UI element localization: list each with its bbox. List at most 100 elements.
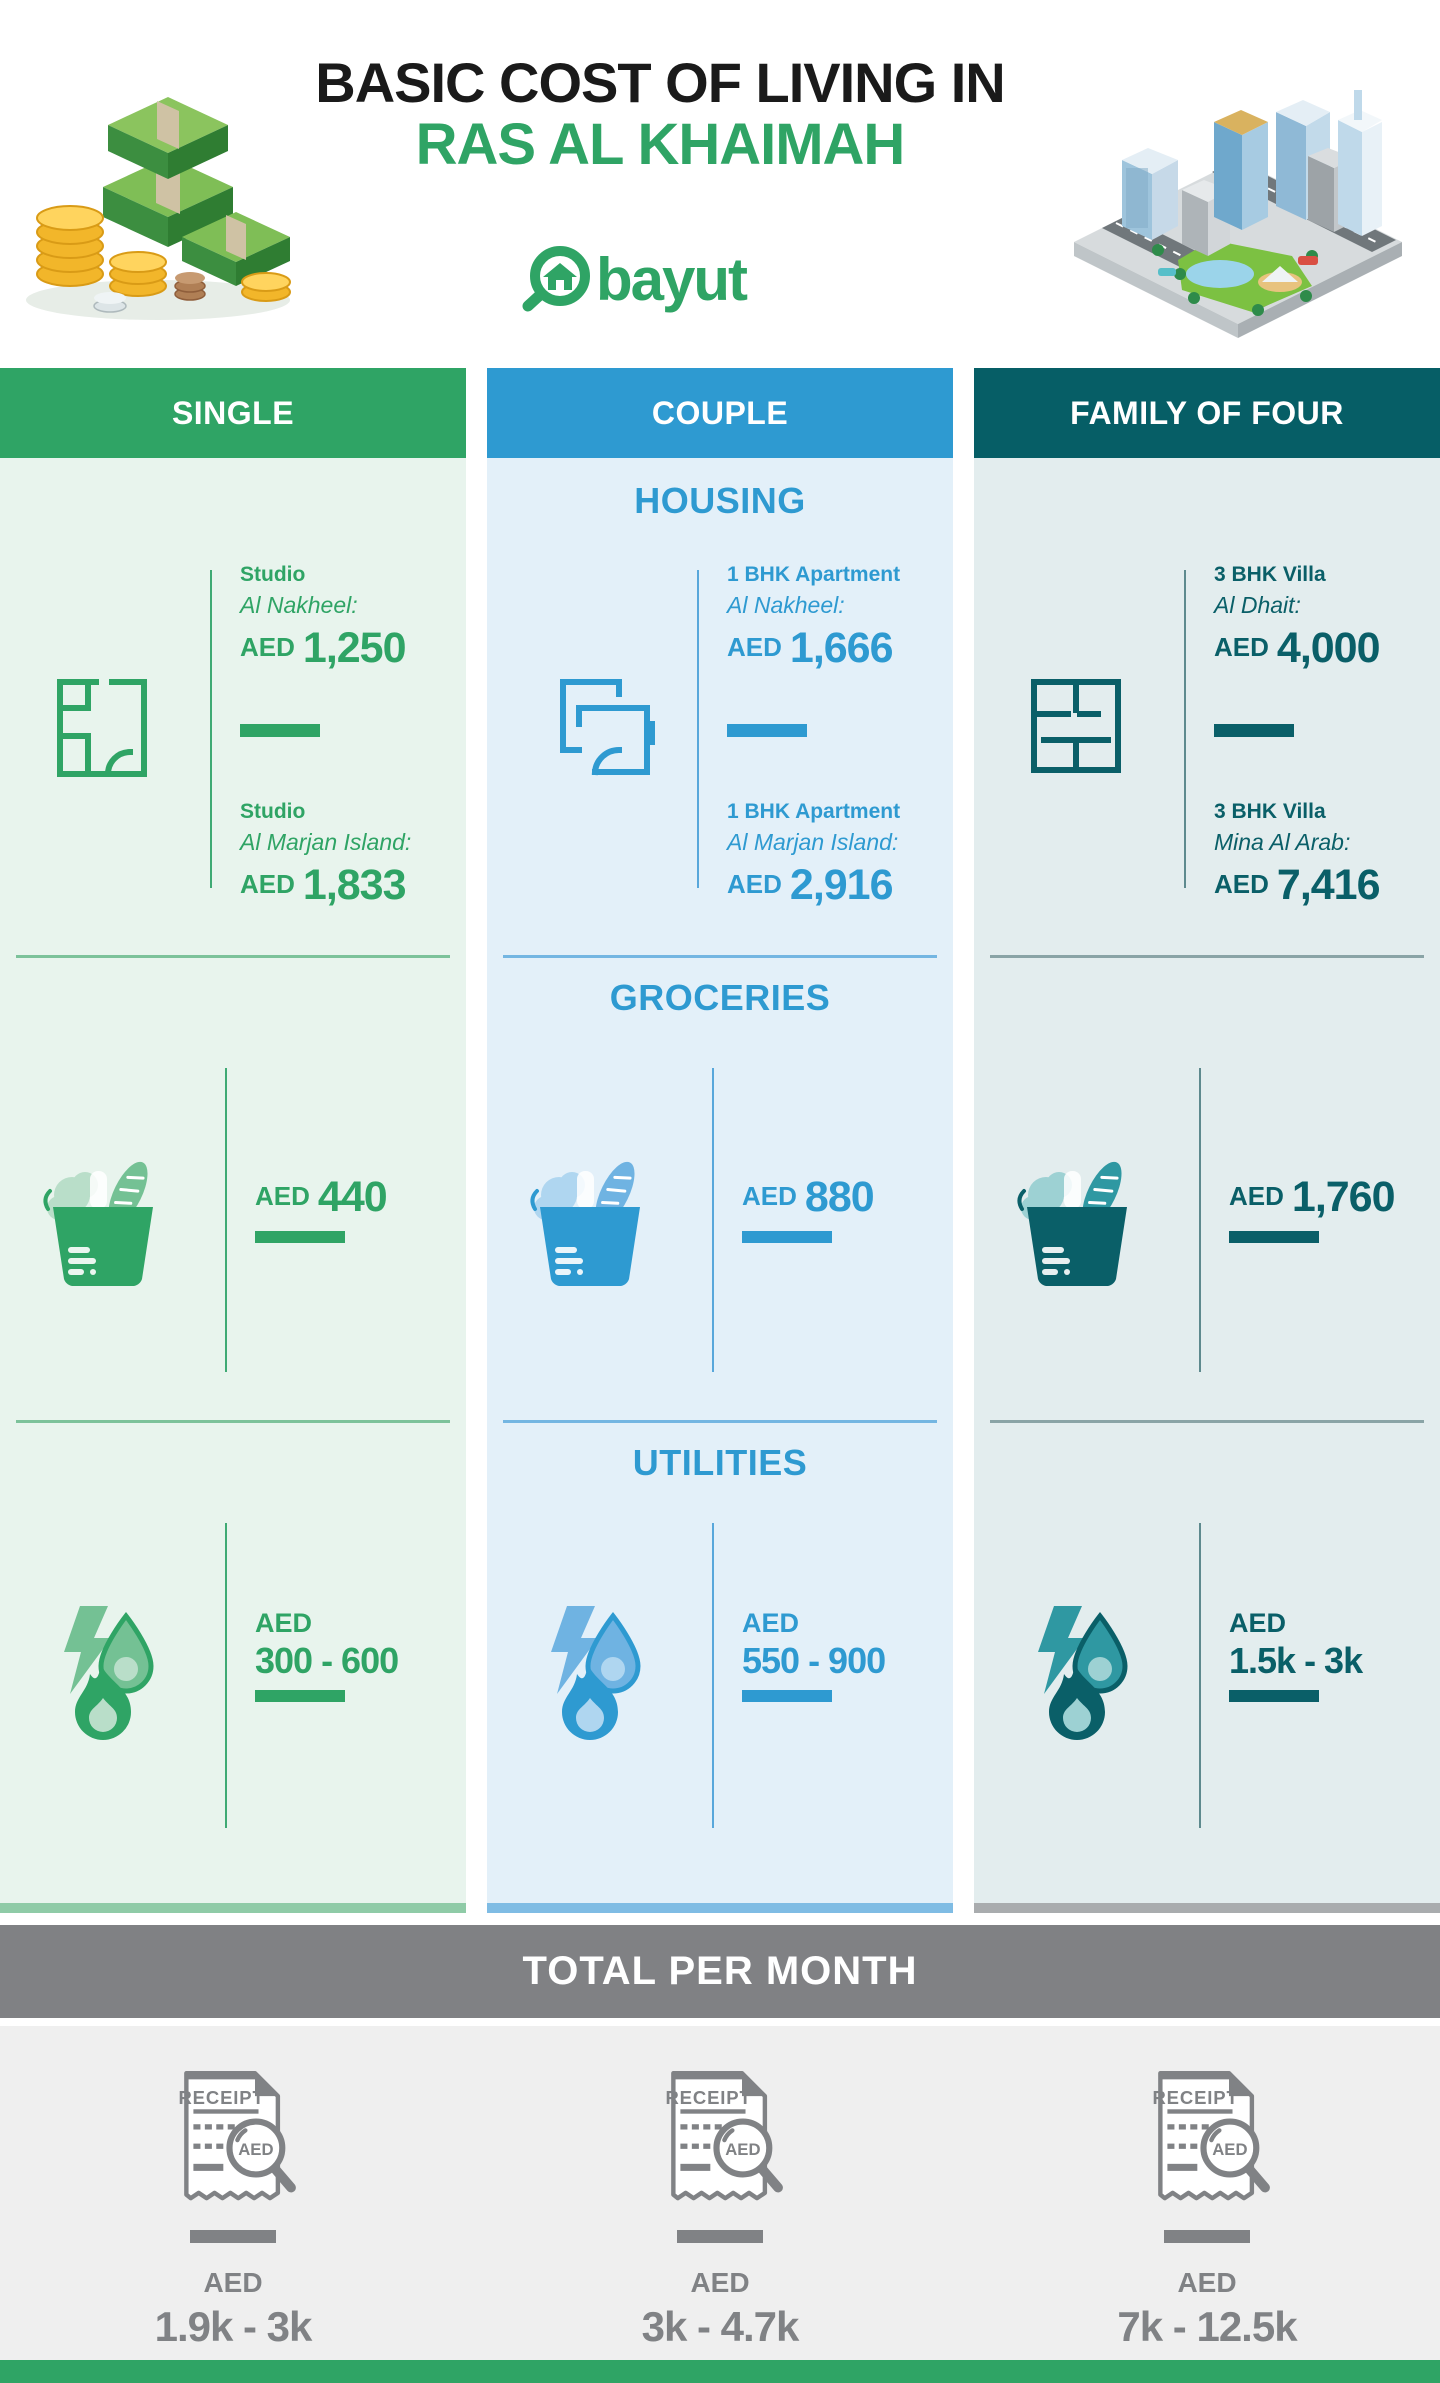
receipt-icon: RECEIPT AED bbox=[487, 2062, 953, 2212]
dash-divider bbox=[727, 724, 807, 737]
vertical-divider bbox=[712, 1068, 714, 1372]
housing-item-location: Al Dhait: bbox=[1214, 592, 1301, 618]
brand-logo: bayut bbox=[250, 242, 1070, 318]
utilities-price: AED 1.5k - 3k bbox=[1229, 1608, 1363, 1702]
utilities-price: AED 300 - 600 bbox=[255, 1608, 399, 1702]
currency-label: AED bbox=[1229, 1181, 1284, 1211]
receipt-base-bar bbox=[677, 2230, 763, 2243]
housing-item-location: Al Marjan Island: bbox=[727, 829, 899, 855]
currency-label: AED bbox=[255, 1181, 310, 1211]
svg-text:bayut: bayut bbox=[596, 246, 748, 313]
underline-bar bbox=[742, 1231, 832, 1243]
svg-text:AED: AED bbox=[725, 2140, 760, 2159]
housing-item-price: AED 2,916 bbox=[727, 861, 900, 911]
utilities-icon bbox=[551, 1606, 641, 1740]
total-banner: TOTAL PER MONTH bbox=[0, 1925, 1440, 2018]
housing-section-title: HOUSING bbox=[634, 480, 806, 521]
price-value: 2,916 bbox=[789, 861, 894, 909]
currency-label: AED bbox=[690, 2267, 750, 2298]
header-titles: BASIC COST OF LIVING IN RAS AL KHAIMAH bbox=[250, 52, 1070, 176]
column-footer-bar bbox=[0, 1903, 466, 1913]
grocery-bag-icon bbox=[530, 1161, 640, 1287]
column-single: SINGLE Studio Al Nakheel: AED 1,250 Studi… bbox=[0, 368, 466, 1913]
price-range: 1.5k - 3k bbox=[1229, 1640, 1363, 1681]
housing-item-price: AED 7,416 bbox=[1214, 861, 1381, 911]
housing-item-type: 1 BHK Apartment bbox=[727, 563, 901, 586]
column-header-family: FAMILY OF FOUR bbox=[974, 368, 1440, 458]
vertical-divider bbox=[1184, 570, 1186, 888]
price-value: 440 bbox=[317, 1173, 388, 1221]
dash-divider bbox=[240, 724, 320, 737]
currency-label: AED bbox=[1214, 869, 1269, 899]
svg-text:RECEIPT: RECEIPT bbox=[1152, 2087, 1238, 2108]
utilities-icon bbox=[64, 1606, 154, 1740]
groceries-price: AED 1,760 bbox=[1229, 1173, 1396, 1222]
utilities-section: AED 1.5k - 3k bbox=[974, 1420, 1440, 1903]
total-range: 1.9k - 3k bbox=[154, 2303, 313, 2350]
column-title: COUPLE bbox=[651, 394, 789, 431]
price-value: 4,000 bbox=[1276, 624, 1381, 672]
housing-item-type: 3 BHK Villa bbox=[1214, 800, 1326, 823]
housing-details: Studio Al Nakheel: AED 1,250 Studio Al Ma… bbox=[240, 562, 411, 911]
column-title: SINGLE bbox=[171, 394, 295, 431]
groceries-section-title: GROCERIES bbox=[609, 977, 831, 1018]
column-title: FAMILY OF FOUR bbox=[1070, 394, 1344, 431]
vertical-divider bbox=[225, 1523, 227, 1828]
vertical-divider bbox=[697, 570, 699, 888]
svg-text:AED: AED bbox=[238, 2140, 273, 2159]
receipt-base-bar bbox=[1164, 2230, 1250, 2243]
currency-label: AED bbox=[742, 1181, 797, 1211]
housing-section: Studio Al Nakheel: AED 1,250 Studio Al Ma… bbox=[0, 458, 466, 955]
utilities-section-title: UTILITIES bbox=[632, 1442, 808, 1483]
housing-details: 1 BHK Apartment Al Nakheel: AED 1,666 1 B… bbox=[727, 562, 900, 911]
price-range: 300 - 600 bbox=[255, 1640, 399, 1681]
underline-bar bbox=[742, 1690, 832, 1702]
housing-item-location: Mina Al Arab: bbox=[1214, 829, 1351, 855]
price-value: 1,833 bbox=[302, 861, 407, 909]
housing-item-price: AED 1,833 bbox=[240, 861, 411, 911]
receipt-icon: RECEIPT AED bbox=[974, 2062, 1440, 2212]
bottom-green-strip bbox=[0, 2360, 1440, 2383]
groceries-price: AED 880 bbox=[742, 1173, 875, 1222]
column-couple: COUPLE HOUSING 1 BHK Apartment Al Nakhee… bbox=[487, 368, 953, 1913]
currency-label: AED bbox=[240, 632, 295, 662]
currency-label: AED bbox=[1229, 1608, 1287, 1638]
total-couple: RECEIPT AED AED 3k - 4.7k bbox=[487, 2026, 953, 2351]
groceries-price: AED 440 bbox=[255, 1173, 388, 1222]
grocery-bag-icon bbox=[1017, 1161, 1127, 1287]
page-title-line1: BASIC COST OF LIVING IN bbox=[315, 51, 1005, 114]
bayut-logo-icon: bayut bbox=[522, 246, 750, 313]
groceries-section: AED 1,760 bbox=[974, 955, 1440, 1420]
currency-label: AED bbox=[203, 2267, 263, 2298]
price-value: 1,250 bbox=[302, 624, 407, 672]
svg-text:RECEIPT: RECEIPT bbox=[178, 2087, 264, 2108]
column-family: FAMILY OF FOUR 3 BHK Villa Al Dhait: AED… bbox=[974, 368, 1440, 1913]
city-illustration bbox=[1074, 90, 1402, 338]
groceries-section: GROCERIES AED 880 bbox=[487, 955, 953, 1420]
currency-label: AED bbox=[742, 1608, 800, 1638]
currency-label: AED bbox=[1177, 2267, 1237, 2298]
housing-item-price: AED 4,000 bbox=[1214, 624, 1381, 674]
price-value: 1,666 bbox=[789, 624, 894, 672]
svg-text:RECEIPT: RECEIPT bbox=[665, 2087, 751, 2108]
column-body-couple: HOUSING 1 BHK Apartment Al Nakheel: AED 1… bbox=[487, 458, 953, 1913]
housing-item-location: Al Marjan Island: bbox=[240, 829, 412, 855]
currency-label: AED bbox=[255, 1608, 313, 1638]
utilities-section: UTILITIES AED 550 - 900 bbox=[487, 1420, 953, 1903]
housing-details: 3 BHK Villa Al Dhait: AED 4,000 3 BHK Vil… bbox=[1214, 562, 1381, 911]
underline-bar bbox=[255, 1690, 345, 1702]
column-header-single: SINGLE bbox=[0, 368, 466, 458]
housing-item-price: AED 1,666 bbox=[727, 624, 900, 674]
column-header-couple: COUPLE bbox=[487, 368, 953, 458]
groceries-section: AED 440 bbox=[0, 955, 466, 1420]
housing-item-type: 1 BHK Apartment bbox=[727, 800, 901, 823]
utilities-section: AED 300 - 600 bbox=[0, 1420, 466, 1903]
villa-floorplan-icon bbox=[1031, 679, 1121, 773]
grocery-bag-icon bbox=[43, 1161, 153, 1287]
price-value: 880 bbox=[804, 1173, 875, 1221]
vertical-divider bbox=[1199, 1523, 1201, 1828]
housing-item-type: Studio bbox=[240, 800, 306, 823]
vertical-divider bbox=[210, 570, 212, 888]
studio-floorplan-icon bbox=[57, 679, 147, 778]
price-range: 550 - 900 bbox=[742, 1640, 886, 1681]
